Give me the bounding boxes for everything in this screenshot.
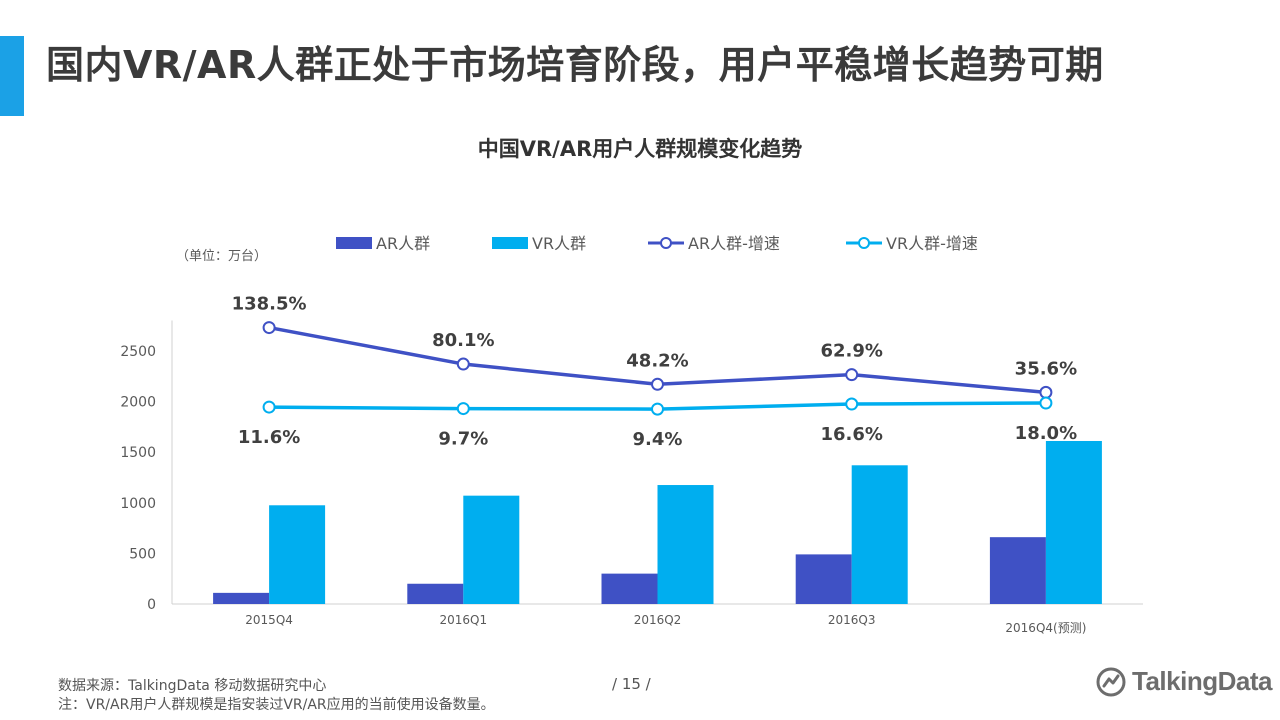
talkingdata-logo-icon [1096, 667, 1126, 696]
vr-growth-point [651, 402, 664, 416]
vr-bar [1045, 440, 1102, 604]
legend-label: VR人群-增速 [886, 234, 978, 253]
unit-label: （单位：万台） [176, 249, 267, 264]
x-tick-label: 2016Q4(预测) [1005, 621, 1086, 635]
ar-growth-label: 35.6% [1015, 358, 1077, 379]
vr-growth-point [1039, 396, 1053, 410]
title-accent-bar [0, 36, 24, 116]
vr-growth-label: 9.7% [438, 429, 488, 450]
ar-growth-label: 80.1% [432, 330, 494, 351]
source-text: 数据来源：TalkingData 移动数据研究中心 [58, 678, 327, 694]
vr-growth-label: 16.6% [820, 424, 882, 445]
vr-growth-label: 18.0% [1015, 423, 1077, 444]
y-tick-label: 2500 [120, 344, 156, 360]
y-tick-label: 500 [129, 546, 156, 562]
vr-growth-point [456, 402, 470, 416]
legend-swatch-vr [492, 237, 528, 249]
ar-bar [989, 537, 1046, 604]
legend-swatch-ar [336, 237, 372, 249]
ar-growth-point [262, 321, 276, 335]
vr-bar [851, 465, 908, 604]
x-tick-label: 2016Q3 [828, 613, 876, 627]
y-tick-label: 0 [147, 597, 156, 613]
legend-label: AR人群-增速 [688, 234, 780, 253]
slide-title: 国内VR/AR人群正处于市场培育阶段，用户平稳增长趋势可期 [46, 43, 1104, 87]
ar-growth-point [845, 368, 859, 382]
x-tick-label: 2016Q1 [439, 613, 487, 627]
ar-bar [213, 592, 270, 604]
ar-bar [601, 573, 658, 604]
y-tick-label: 1500 [120, 445, 156, 461]
brand-logo: TalkingData [1096, 666, 1272, 697]
ar-growth-point [456, 357, 470, 371]
x-tick-label: 2015Q4 [245, 613, 293, 627]
ar-growth-point [1039, 385, 1053, 399]
chart-title: 中国VR/AR用户人群规模变化趋势 [477, 137, 803, 161]
ar-growth-label: 48.2% [626, 350, 688, 371]
ar-growth-label: 138.5% [232, 294, 307, 315]
vr-growth-label: 9.4% [633, 429, 683, 450]
legend-marker [660, 237, 672, 249]
vr-growth-label: 11.6% [238, 427, 300, 448]
legend-label: AR人群 [376, 234, 430, 253]
y-tick-label: 1000 [120, 496, 156, 512]
vr-bar [463, 495, 520, 604]
vr-bar [657, 485, 714, 604]
ar-bar [407, 583, 464, 604]
page-number: / 15 / [612, 675, 651, 693]
vr-growth-point [845, 397, 859, 411]
y-tick-label: 2000 [120, 395, 156, 411]
legend-marker [858, 237, 870, 249]
brand-name: TalkingData [1132, 666, 1272, 696]
ar-growth-point [651, 377, 664, 391]
vr-bar [269, 505, 326, 604]
ar-bar [795, 554, 852, 604]
legend-label: VR人群 [532, 234, 586, 253]
vr-growth-point [262, 400, 276, 414]
note-text: 注：VR/AR用户人群规模是指安装过VR/AR应用的当前使用设备数量。 [58, 697, 495, 713]
ar-growth-label: 62.9% [820, 341, 882, 362]
x-tick-label: 2016Q2 [634, 613, 682, 627]
